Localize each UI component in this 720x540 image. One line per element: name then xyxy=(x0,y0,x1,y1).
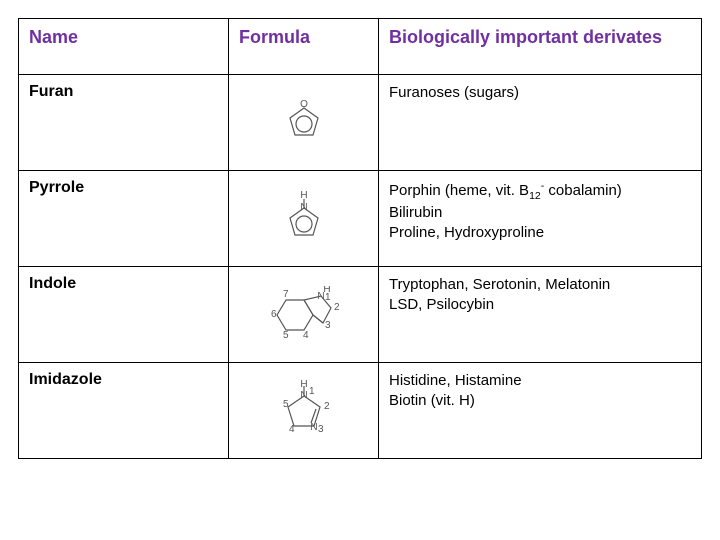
svg-text:6: 6 xyxy=(271,309,277,320)
formula-cell-furan: O xyxy=(229,75,379,171)
header-name: Name xyxy=(19,19,229,75)
name-cell-indole: Indole xyxy=(19,267,229,363)
svg-text:5: 5 xyxy=(283,330,289,341)
header-formula: Formula xyxy=(229,19,379,75)
table-row: Furan O Furanoses (sugars) xyxy=(19,75,702,171)
formula-cell-imidazole: N H N 1 2 3 4 5 xyxy=(229,363,379,459)
deriv-line: Histidine, Histamine xyxy=(389,372,522,389)
name-cell-pyrrole: Pyrrole xyxy=(19,171,229,267)
svg-text:3: 3 xyxy=(318,424,324,435)
svg-text:O: O xyxy=(300,99,308,110)
svg-text:3: 3 xyxy=(325,320,331,331)
table-row: Pyrrole N H Porphin (heme, vit. B12- cob… xyxy=(19,171,702,267)
svg-text:1: 1 xyxy=(309,386,315,397)
svg-text:N: N xyxy=(310,422,317,433)
deriv-cell-furan: Furanoses (sugars) xyxy=(379,75,702,171)
deriv-line: Tryptophan, Serotonin, Melatonin xyxy=(389,276,610,293)
table-row: Indole N H 1 2 3 4 5 6 7 Tryptophan, Ser… xyxy=(19,267,702,363)
svg-text:7: 7 xyxy=(283,289,289,300)
formula-cell-pyrrole: N H xyxy=(229,171,379,267)
svg-text:2: 2 xyxy=(334,302,340,313)
deriv-line: LSD, Psilocybin xyxy=(389,296,494,313)
deriv-line: Proline, Hydroxyproline xyxy=(389,224,544,241)
svg-text:H: H xyxy=(300,380,307,390)
header-formula-label: Formula xyxy=(239,27,310,47)
formula-cell-indole: N H 1 2 3 4 5 6 7 xyxy=(229,267,379,363)
deriv-line: Biotin (vit. H) xyxy=(389,392,475,409)
header-derivatives: Biologically important derivates xyxy=(379,19,702,75)
deriv-cell-indole: Tryptophan, Serotonin, Melatonin LSD, Ps… xyxy=(379,267,702,363)
svg-text:1: 1 xyxy=(325,292,331,303)
deriv-cell-imidazole: Histidine, Histamine Biotin (vit. H) xyxy=(379,363,702,459)
header-name-label: Name xyxy=(29,27,78,47)
svg-text:4: 4 xyxy=(289,424,295,435)
deriv-cell-pyrrole: Porphin (heme, vit. B12- cobalamin) Bili… xyxy=(379,171,702,267)
furan-structure-icon: O xyxy=(279,98,329,148)
deriv-line: Furanoses (sugars) xyxy=(389,84,519,101)
table-row: Imidazole N H N 1 2 3 4 5 Histidine, His… xyxy=(19,363,702,459)
header-derivatives-label: Biologically important derivates xyxy=(389,27,662,47)
svg-text:N: N xyxy=(300,202,307,213)
header-row: Name Formula Biologically important deri… xyxy=(19,19,702,75)
imidazole-structure-icon: N H N 1 2 3 4 5 xyxy=(276,380,332,442)
svg-text:2: 2 xyxy=(324,401,330,412)
name-cell-furan: Furan xyxy=(19,75,229,171)
pyrrole-structure-icon: N H xyxy=(279,190,329,248)
deriv-line: Bilirubin xyxy=(389,204,442,221)
svg-text:5: 5 xyxy=(283,399,289,410)
indole-structure-icon: N H 1 2 3 4 5 6 7 xyxy=(265,286,343,344)
svg-text:4: 4 xyxy=(303,330,309,341)
name-cell-imidazole: Imidazole xyxy=(19,363,229,459)
deriv-line: Porphin (heme, vit. B12- cobalamin) xyxy=(389,182,622,199)
heterocycle-table: Name Formula Biologically important deri… xyxy=(18,18,702,459)
svg-text:N: N xyxy=(300,390,307,401)
svg-text:H: H xyxy=(300,190,307,201)
